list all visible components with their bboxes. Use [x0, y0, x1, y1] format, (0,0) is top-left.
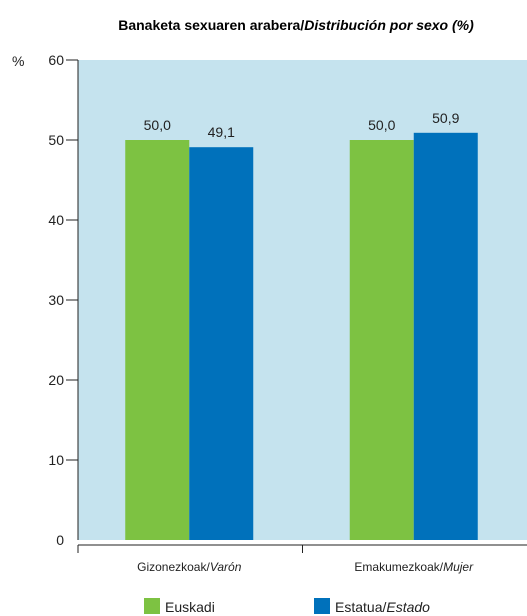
bar: [125, 140, 190, 540]
category-label: Gizonezkoak/Varón: [137, 560, 242, 574]
y-axis-unit-label: %: [12, 53, 24, 69]
y-tick-label: 10: [48, 452, 64, 468]
y-tick-label: 30: [48, 292, 64, 308]
bar: [349, 140, 414, 540]
legend-label: Euskadi: [165, 599, 215, 615]
data-label: 49,1: [208, 124, 235, 140]
legend-swatch: [144, 598, 160, 614]
y-tick-label: 40: [48, 212, 64, 228]
legend-label: Estatua/Estado: [335, 599, 430, 615]
y-tick-label: 20: [48, 372, 64, 388]
y-tick-label: 0: [56, 532, 64, 548]
data-label: 50,9: [432, 110, 459, 126]
y-axis: 0 10 20 30 40 50 60: [48, 52, 79, 548]
bar: [413, 132, 478, 541]
legend-swatch: [314, 598, 330, 614]
y-tick-label: 60: [48, 52, 64, 68]
category-label: Emakumezkoak/Mujer: [354, 560, 474, 574]
data-label: 50,0: [368, 117, 395, 133]
bar: [189, 147, 254, 540]
x-axis: Gizonezkoak/Varón Emakumezkoak/Mujer: [77, 544, 527, 574]
legend: Euskadi Estatua/Estado: [144, 598, 430, 615]
chart-title: Banaketa sexuaren arabera/Distribución p…: [118, 17, 474, 33]
bars: 50,0 49,1 50,0 50,9: [125, 110, 478, 541]
data-label: 50,0: [144, 117, 171, 133]
y-tick-label: 50: [48, 132, 64, 148]
